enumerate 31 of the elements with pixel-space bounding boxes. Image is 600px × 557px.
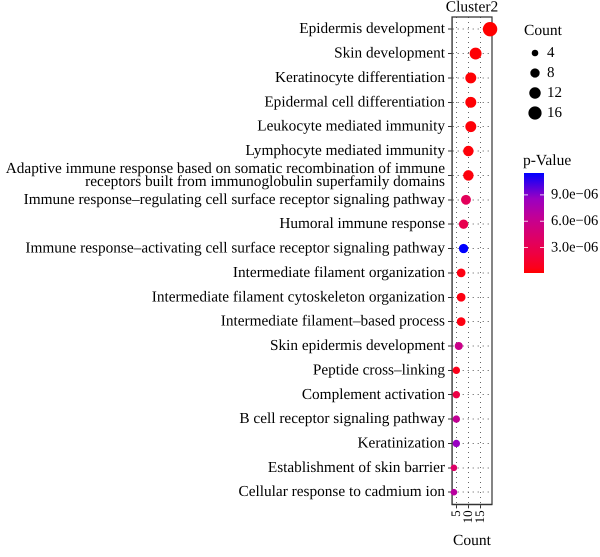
y-tick-label: Adaptive immune response based on somatic recombination of immune receptors built from immunoglobulin superfamily domains: [6, 160, 446, 190]
color-bar-title: p-Value: [523, 152, 572, 170]
x-axis-title: Count: [453, 532, 492, 549]
y-tick-label: Intermediate filament cytoskeleton organization: [152, 288, 446, 306]
y-tick-label: Keratinocyte differentiation: [274, 68, 446, 86]
color-bar-label: 6.0e−06: [551, 213, 598, 230]
y-tick-label: Humoral immune response: [279, 215, 446, 232]
color-bar-label: 3.0e−06: [551, 239, 598, 256]
y-tick-label: Peptide cross–linking: [312, 361, 446, 378]
y-tick-label: Establishment of skin barrier: [268, 458, 445, 476]
y-tick-label: Epidermis development: [299, 20, 446, 38]
legend-label: 4: [547, 44, 555, 61]
y-tick-label: Epidermal cell differentiation: [264, 93, 446, 110]
y-tick-label: Keratinization: [358, 434, 446, 452]
color-bar-label: 9.0e−06: [551, 186, 598, 203]
chart-title: Cluster2: [446, 0, 498, 16]
y-tick-label: Lymphocyte mediated immunity: [245, 142, 446, 160]
y-tick-label: Cellular response to cadmium ion: [238, 483, 446, 500]
y-tick-label: Leukocyte mediated immunity: [257, 118, 446, 135]
y-tick-label: Complement activation: [302, 386, 446, 403]
y-tick-label: Immune response–activating cell surface receptor signaling pathway: [25, 240, 446, 257]
y-tick-label: Skin epidermis development: [270, 337, 446, 354]
y-tick-label: Immune response–regulating cell surface receptor signaling pathway: [24, 190, 446, 208]
legend-label: 8: [547, 64, 554, 81]
legend-label: 16: [547, 104, 562, 121]
y-tick-label: B cell receptor signaling pathway: [239, 410, 446, 428]
y-tick-label: Intermediate filament–based process: [220, 312, 446, 330]
y-tick-label: Intermediate filament organization: [232, 264, 446, 281]
legend-label: 12: [547, 84, 562, 101]
legend-title: Count: [524, 22, 563, 40]
y-tick-label: Skin development: [334, 44, 446, 62]
